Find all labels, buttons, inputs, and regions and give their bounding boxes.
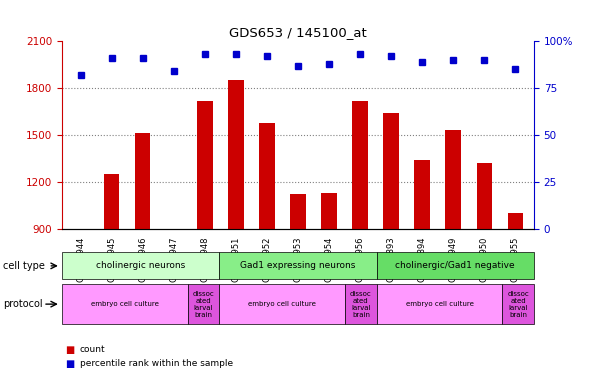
- Text: cell type: cell type: [3, 261, 45, 271]
- Bar: [259, 123, 275, 229]
- Text: cholinergic neurons: cholinergic neurons: [96, 261, 185, 270]
- Bar: [104, 174, 119, 229]
- Bar: [507, 213, 523, 229]
- Text: ■: ■: [65, 359, 74, 369]
- Title: GDS653 / 145100_at: GDS653 / 145100_at: [229, 26, 367, 39]
- Bar: [228, 80, 244, 229]
- Bar: [384, 113, 399, 229]
- Bar: [197, 100, 212, 229]
- Text: dissoc
ated
larval
brain: dissoc ated larval brain: [507, 291, 529, 318]
- Bar: [135, 134, 150, 229]
- Text: percentile rank within the sample: percentile rank within the sample: [80, 359, 233, 368]
- Bar: [290, 194, 306, 229]
- Bar: [73, 229, 88, 233]
- Text: Gad1 expressing neurons: Gad1 expressing neurons: [240, 261, 356, 270]
- Bar: [321, 193, 337, 229]
- Text: embryo cell culture: embryo cell culture: [91, 301, 159, 307]
- Bar: [445, 130, 461, 229]
- Bar: [166, 229, 182, 234]
- Bar: [414, 160, 430, 229]
- Text: dissoc
ated
larval
brain: dissoc ated larval brain: [193, 291, 214, 318]
- Text: dissoc
ated
larval
brain: dissoc ated larval brain: [350, 291, 372, 318]
- Bar: [352, 100, 368, 229]
- Text: count: count: [80, 345, 105, 354]
- Text: cholinergic/Gad1 negative: cholinergic/Gad1 negative: [395, 261, 515, 270]
- Text: embryo cell culture: embryo cell culture: [405, 301, 474, 307]
- Text: embryo cell culture: embryo cell culture: [248, 301, 316, 307]
- Text: protocol: protocol: [3, 299, 42, 309]
- Bar: [477, 163, 492, 229]
- Text: ■: ■: [65, 345, 74, 354]
